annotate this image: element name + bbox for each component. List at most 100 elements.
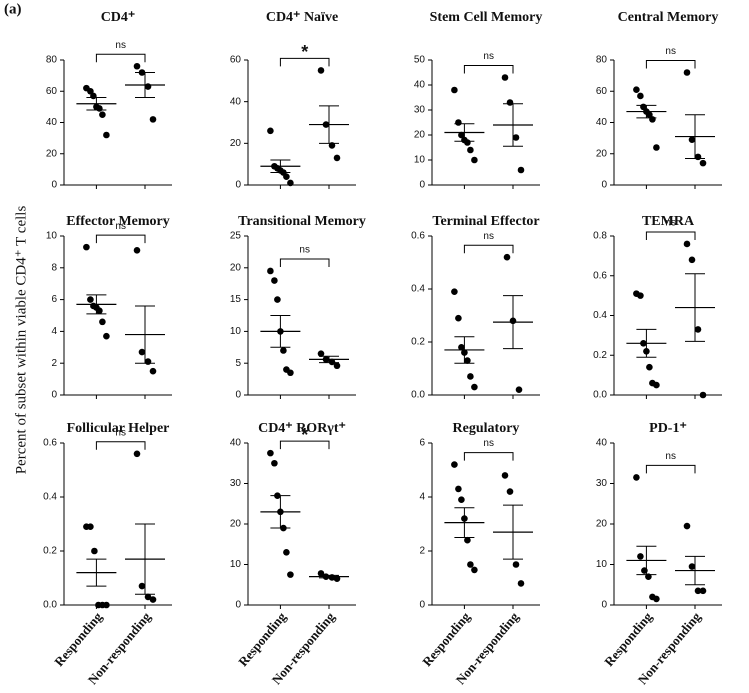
y-tick-label: 40 bbox=[414, 80, 426, 91]
data-point bbox=[699, 587, 707, 595]
y-tick-label: 20 bbox=[46, 148, 58, 159]
data-point bbox=[287, 571, 294, 578]
data-point bbox=[501, 472, 509, 479]
y-tick-label: 2 bbox=[51, 358, 57, 369]
significance-label: ns bbox=[483, 231, 494, 242]
data-point bbox=[464, 139, 471, 146]
y-tick-label: 0.2 bbox=[593, 350, 607, 361]
data-point bbox=[144, 358, 152, 365]
y-axis-label: Percent of subset within viable CD4⁺ T c… bbox=[13, 206, 29, 475]
y-tick-label: 10 bbox=[230, 326, 242, 337]
panel-title: TEMRA bbox=[642, 214, 695, 229]
significance-label: ns bbox=[665, 46, 676, 57]
data-point bbox=[506, 99, 514, 106]
y-tick-label: 80 bbox=[596, 55, 608, 66]
data-point bbox=[90, 92, 97, 100]
data-point bbox=[274, 296, 281, 303]
y-tick-label: 10 bbox=[596, 559, 608, 570]
y-tick-label: 0.0 bbox=[43, 600, 57, 611]
y-tick-label: 0 bbox=[51, 180, 57, 191]
y-tick-label: 0 bbox=[601, 600, 607, 611]
significance-bracket bbox=[95, 234, 146, 244]
y-tick-label: 50 bbox=[414, 55, 426, 66]
data-point bbox=[467, 146, 474, 154]
y-tick-label: 10 bbox=[414, 155, 426, 166]
x-tick-label: Responding bbox=[235, 609, 289, 669]
data-point bbox=[503, 253, 511, 261]
panel-label: (a) bbox=[4, 1, 22, 17]
data-point bbox=[138, 582, 146, 590]
data-point bbox=[467, 561, 474, 568]
y-tick-label: 20 bbox=[230, 138, 242, 149]
data-point bbox=[694, 587, 702, 595]
data-point bbox=[99, 111, 106, 118]
data-point bbox=[280, 347, 287, 354]
panel-title: Stem Cell Memory bbox=[430, 10, 543, 25]
significance-bracket bbox=[645, 60, 696, 69]
y-tick-label: 0.2 bbox=[43, 546, 57, 557]
data-point bbox=[333, 154, 341, 162]
y-tick-label: 0.2 bbox=[411, 337, 425, 348]
y-tick-label: 0.6 bbox=[411, 231, 425, 242]
data-point bbox=[138, 348, 146, 356]
significance-label: ns bbox=[115, 427, 126, 438]
data-point bbox=[87, 523, 94, 530]
y-tick-label: 4 bbox=[51, 326, 57, 337]
data-point bbox=[83, 243, 90, 251]
y-tick-label: 30 bbox=[414, 105, 426, 116]
y-tick-label: 0.6 bbox=[43, 438, 57, 449]
y-tick-label: 0.0 bbox=[411, 390, 425, 401]
y-tick-label: 30 bbox=[230, 478, 242, 489]
data-point bbox=[149, 367, 157, 375]
significance-label: ns bbox=[115, 221, 126, 232]
data-point bbox=[637, 292, 644, 299]
y-tick-label: 60 bbox=[596, 86, 608, 97]
data-point bbox=[451, 288, 458, 295]
data-point bbox=[333, 362, 341, 370]
significance-bracket bbox=[95, 441, 146, 450]
data-point bbox=[699, 391, 707, 399]
data-point bbox=[471, 566, 478, 574]
significance-label: * bbox=[301, 42, 308, 62]
panel-title: CD4⁺ RORγt⁺ bbox=[258, 421, 346, 436]
y-tick-label: 0 bbox=[601, 180, 607, 191]
y-tick-label: 20 bbox=[414, 130, 426, 141]
y-tick-label: 0 bbox=[235, 180, 241, 191]
data-point bbox=[517, 580, 525, 587]
data-point bbox=[149, 116, 157, 123]
data-point bbox=[103, 601, 110, 609]
panel-title: CD4⁺ Naïve bbox=[266, 10, 338, 25]
significance-label: * bbox=[301, 425, 308, 445]
data-point bbox=[283, 173, 290, 180]
significance-label: ns bbox=[665, 451, 676, 462]
y-tick-label: 4 bbox=[419, 492, 425, 503]
data-point bbox=[451, 461, 458, 468]
y-tick-label: 0.4 bbox=[411, 284, 425, 295]
data-point bbox=[467, 373, 474, 380]
data-point bbox=[653, 144, 660, 151]
y-tick-label: 20 bbox=[230, 519, 242, 530]
x-tick-label: Responding bbox=[419, 609, 473, 669]
y-tick-label: 20 bbox=[230, 262, 242, 273]
data-point bbox=[455, 119, 462, 126]
data-point bbox=[688, 256, 696, 264]
data-point bbox=[694, 153, 702, 161]
significance-label: ns bbox=[115, 40, 126, 51]
data-point bbox=[653, 381, 660, 389]
data-point bbox=[637, 553, 644, 560]
data-point bbox=[271, 277, 278, 284]
data-point bbox=[649, 116, 656, 123]
data-point bbox=[87, 296, 94, 303]
data-point bbox=[317, 67, 325, 74]
data-point bbox=[267, 267, 274, 275]
data-point bbox=[683, 522, 691, 530]
data-point bbox=[699, 159, 707, 167]
y-tick-label: 30 bbox=[596, 478, 608, 489]
panel-title: Central Memory bbox=[618, 10, 719, 25]
data-point bbox=[464, 536, 471, 544]
y-tick-label: 2 bbox=[419, 546, 425, 557]
data-point bbox=[683, 69, 691, 76]
panel-title: Follicular Helper bbox=[67, 421, 170, 436]
data-point bbox=[96, 105, 103, 112]
y-tick-label: 0.0 bbox=[593, 390, 607, 401]
